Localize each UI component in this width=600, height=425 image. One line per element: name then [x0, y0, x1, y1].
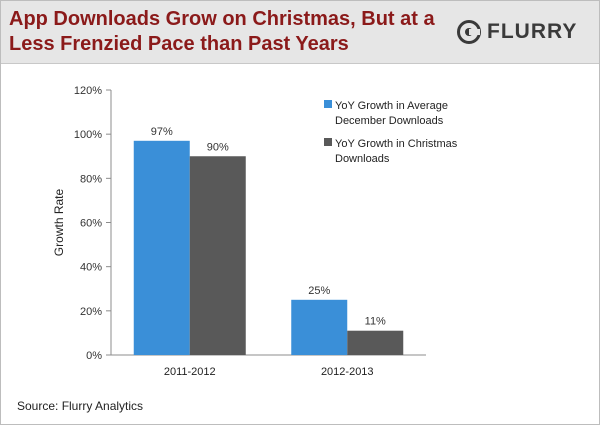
- y-tick-label: 60%: [80, 218, 102, 230]
- data-label: 90%: [207, 141, 229, 153]
- y-tick-label: 100%: [74, 129, 102, 141]
- y-tick-label: 40%: [80, 262, 102, 274]
- legend-swatch-series-1: [324, 100, 332, 108]
- y-tick-label: 0%: [86, 350, 102, 362]
- data-label: 25%: [308, 285, 330, 297]
- flurry-logo: FLURRY: [457, 17, 577, 47]
- y-tick-label: 120%: [74, 85, 102, 97]
- bar-chart: 0% 20% 40% 60% 80% 100% 120% Growth Rate 97% 90% 2…: [52, 85, 458, 378]
- legend-swatch-series-2: [324, 138, 332, 146]
- flurry-logo-icon: [457, 20, 481, 44]
- bar-2011-2012-series-2: [189, 156, 246, 355]
- data-label: 97%: [151, 126, 173, 138]
- y-tick-label: 80%: [80, 173, 102, 185]
- y-axis-title: Growth Rate: [52, 188, 66, 256]
- y-tick-label: 20%: [80, 306, 102, 318]
- bar-2012-2013-series-2: [347, 330, 404, 355]
- bar-2011-2012-series-1: [133, 140, 190, 355]
- flurry-logo-text: FLURRY: [487, 20, 578, 43]
- source-note: Source: Flurry Analytics: [17, 399, 144, 413]
- data-label: 11%: [365, 316, 386, 328]
- legend-label-series-2: YoY Growth in Christmas: [335, 138, 458, 150]
- x-tick-label: 2012-2013: [321, 366, 374, 378]
- legend-label-series-1: YoY Growth in Average: [335, 100, 448, 112]
- bar-2012-2013-series-1: [291, 299, 348, 355]
- chart-title: App Downloads Grow on Christmas, But at …: [9, 8, 435, 55]
- legend-label-series-1: December Downloads: [335, 115, 444, 127]
- x-tick-label: 2011-2012: [164, 366, 216, 378]
- legend-label-series-2: Downloads: [335, 153, 390, 165]
- header-band: App Downloads Grow on Christmas, But at …: [1, 1, 599, 64]
